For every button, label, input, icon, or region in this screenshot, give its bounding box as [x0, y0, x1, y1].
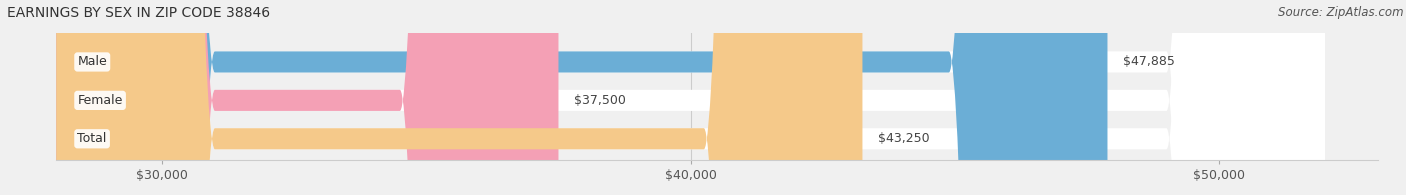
- Text: $37,500: $37,500: [574, 94, 626, 107]
- FancyBboxPatch shape: [56, 0, 862, 195]
- Text: Male: Male: [77, 55, 107, 68]
- FancyBboxPatch shape: [56, 0, 1324, 195]
- Text: Female: Female: [77, 94, 122, 107]
- FancyBboxPatch shape: [56, 0, 1324, 195]
- Text: Total: Total: [77, 132, 107, 145]
- Text: EARNINGS BY SEX IN ZIP CODE 38846: EARNINGS BY SEX IN ZIP CODE 38846: [7, 6, 270, 20]
- Text: $43,250: $43,250: [879, 132, 929, 145]
- FancyBboxPatch shape: [56, 0, 1324, 195]
- Text: Source: ZipAtlas.com: Source: ZipAtlas.com: [1278, 6, 1403, 19]
- FancyBboxPatch shape: [56, 0, 1108, 195]
- FancyBboxPatch shape: [56, 0, 558, 195]
- Text: $47,885: $47,885: [1123, 55, 1175, 68]
